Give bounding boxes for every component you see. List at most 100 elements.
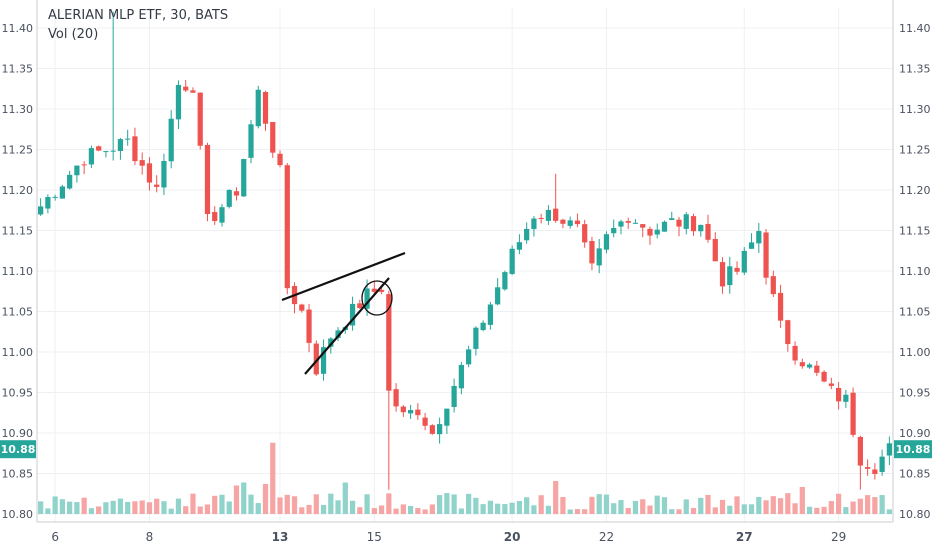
trend-drawings [281, 251, 406, 375]
candle-body [110, 150, 116, 152]
candle-body [378, 289, 385, 292]
volume-bar [74, 502, 80, 514]
volume-bar [799, 487, 805, 514]
candle-body [640, 224, 646, 228]
volume-bar [393, 508, 399, 514]
volume-bar [386, 493, 392, 514]
volume-bar [712, 507, 718, 514]
x-tick-label: 15 [367, 530, 382, 544]
y-tick-label: 10.90 [899, 427, 931, 440]
candle-body [219, 207, 225, 223]
candle-body [204, 144, 211, 215]
candle-body [864, 467, 871, 469]
candle-body [226, 189, 232, 207]
candle-body [524, 228, 530, 241]
candle-body [712, 238, 718, 262]
candle-body [763, 232, 769, 278]
candle-body [480, 322, 486, 331]
candle-body [509, 248, 515, 274]
candle-body [335, 330, 341, 338]
volume-bar [785, 493, 791, 514]
volume-bar [161, 501, 167, 514]
candle-body [516, 242, 523, 250]
volume-bar [516, 500, 523, 514]
last-price-label: 10.88 [1, 443, 36, 456]
flag-upper-trendline [281, 251, 406, 302]
y-tick-label: 11.35 [899, 63, 931, 76]
volume-bar [756, 496, 762, 514]
volume-bar [632, 500, 639, 514]
volume-bar [545, 505, 552, 514]
candle-body [364, 288, 370, 309]
candle-body [727, 266, 733, 286]
y-tick-label: 10.85 [899, 468, 931, 481]
candle-body [748, 242, 755, 249]
candle-body [154, 184, 160, 187]
volume-bar [574, 509, 581, 514]
candle-body [705, 223, 711, 240]
volume-bar [190, 493, 196, 514]
candle-body [299, 304, 305, 311]
candle-body [879, 456, 885, 472]
symbol-title: ALERIAN MLP ETF, 30, BATS [48, 8, 229, 23]
candle-body [698, 224, 704, 232]
candle-body [466, 349, 472, 365]
candle-body [277, 153, 283, 166]
candle-body [88, 148, 95, 165]
y-tick-label: 11.10 [899, 265, 931, 278]
candle-body [538, 217, 544, 219]
candle-body [393, 389, 399, 407]
volume-bar [835, 493, 842, 514]
volume-bar [495, 503, 501, 514]
volume-bar [125, 501, 131, 514]
x-tick-label: 29 [831, 530, 846, 544]
candle-body [458, 364, 464, 389]
volume-bar [349, 500, 356, 514]
candle-body [553, 208, 559, 221]
volume-bar [146, 502, 153, 514]
candle-body [596, 248, 602, 266]
volume-bar [175, 498, 182, 514]
y-axis-right: 10.80 10.85 10.90 10.95 11.00 11.05 11.10 11.15… [899, 22, 931, 521]
candle-body [799, 362, 805, 367]
candle-body [574, 220, 581, 225]
candle-body [241, 159, 247, 197]
candle-body [770, 276, 776, 295]
candle-body [262, 92, 269, 124]
candle-body [582, 224, 588, 243]
y-tick-label: 11.30 [2, 103, 34, 116]
y-tick-label: 10.90 [2, 427, 34, 440]
volume-bar [52, 496, 58, 514]
candle-body [212, 212, 218, 222]
candle-body [255, 89, 261, 127]
candle-body [531, 218, 537, 230]
volume-bar [553, 481, 559, 514]
candle-body [96, 146, 102, 151]
candlesticks [38, 11, 892, 490]
volume-bar [806, 506, 813, 514]
candle-body [197, 92, 203, 146]
volume-bar [277, 497, 283, 514]
volume-bar [117, 498, 124, 514]
candle-body [814, 365, 820, 373]
last-price-badge-right [894, 440, 932, 459]
y-tick-label: 11.20 [2, 184, 34, 197]
candle-body [777, 292, 784, 321]
volume-bar [313, 494, 319, 514]
candle-body [741, 250, 747, 273]
volume-bar [444, 493, 450, 514]
volume-bar [683, 499, 689, 514]
candle-body [139, 160, 145, 166]
volume-bar [611, 503, 617, 514]
volume-bar [625, 507, 631, 514]
volume-bar [814, 507, 820, 514]
candle-body [45, 197, 51, 209]
y-tick-label: 11.10 [2, 265, 34, 278]
volume-bar [255, 503, 261, 514]
volume-bar [640, 499, 646, 514]
candle-body [806, 364, 813, 368]
volume-bar [241, 482, 247, 514]
volume-bar [473, 497, 479, 514]
candle-body [502, 272, 508, 290]
